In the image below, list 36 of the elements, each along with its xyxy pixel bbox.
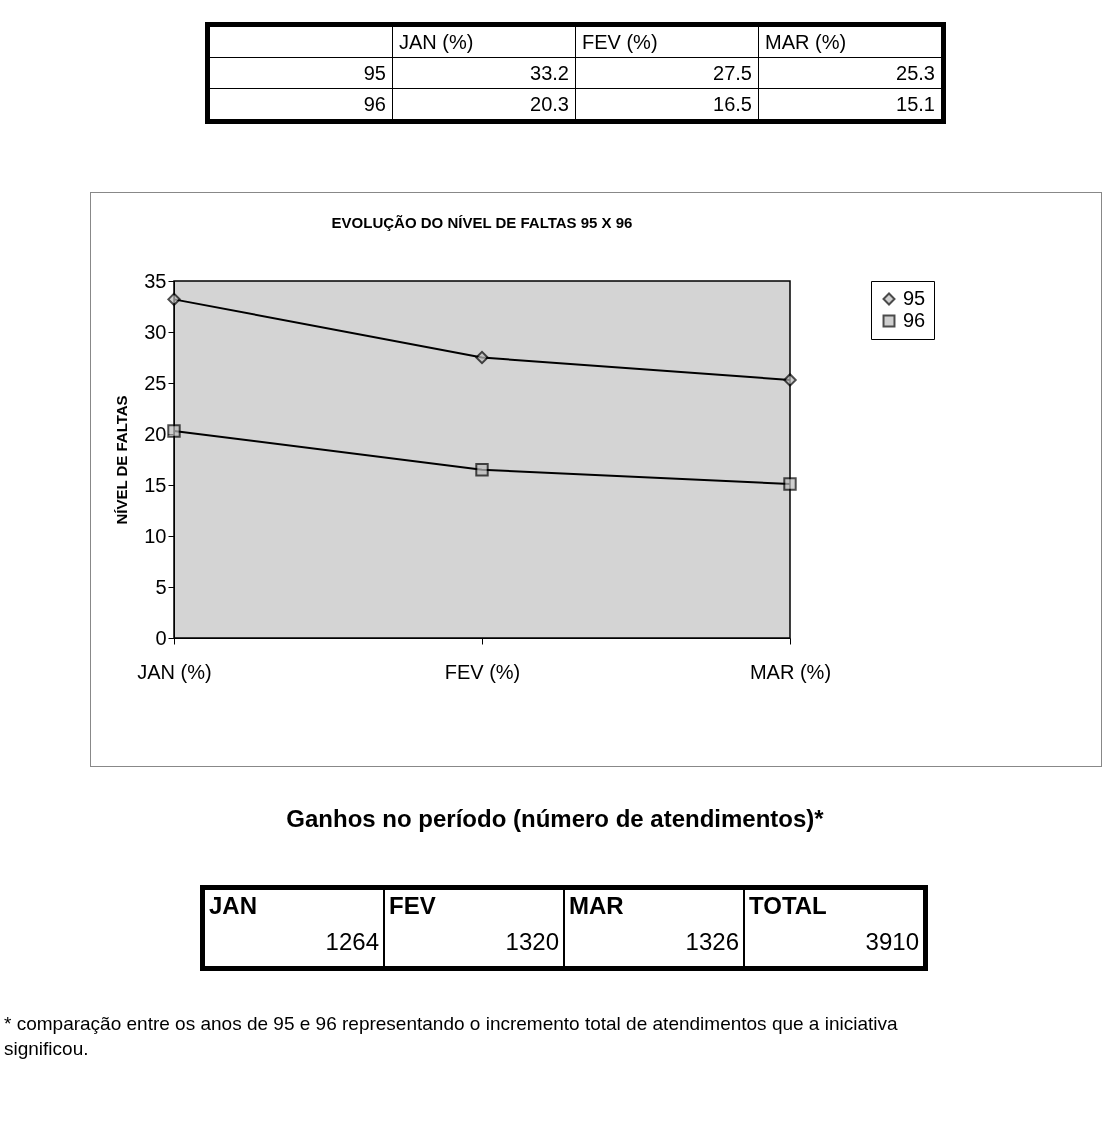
category-label: MAR (%): [765, 30, 847, 53]
text: FEV: [389, 892, 437, 920]
text: 96: [363, 92, 386, 115]
category-label: FEV (%): [582, 30, 658, 53]
y-tick-label: 10: [144, 524, 167, 547]
text: 1264: [324, 928, 379, 956]
text: 20.3: [392, 88, 576, 122]
x-tick-label: JAN (%): [137, 660, 212, 683]
text: Ganhos no período (número de atendimentos)*: [285, 805, 825, 833]
legend-label: 96: [903, 309, 926, 331]
x-tick-label: MAR (%): [749, 660, 832, 683]
y-tick-label: 5: [155, 575, 167, 598]
text: 27.5: [575, 57, 759, 89]
text: 1320: [504, 928, 559, 956]
text: * comparação entre os anos de 95 e 96 representando o incremento total de atendimentos que a iniciativa significou.: [4, 1012, 899, 1061]
chart-title: EVOLUÇÃO DO NÍVEL DE FALTAS 95 X 96: [331, 214, 633, 231]
text: 25.3: [758, 57, 944, 89]
y-tick-label: 20: [144, 422, 167, 445]
y-tick-label: 15: [144, 473, 167, 496]
text: TOTAL: [749, 892, 828, 920]
text: JAN: [209, 892, 258, 920]
legend-label: 95: [903, 287, 926, 309]
text: 3910: [864, 928, 919, 956]
y-tick-label: 25: [144, 371, 167, 394]
y-tick-label: 0: [155, 626, 167, 649]
text: 95: [363, 61, 386, 84]
text: 16.5: [575, 88, 759, 122]
text: 15.1: [758, 88, 944, 122]
text: MAR: [569, 892, 625, 920]
y-tick-label: 30: [144, 320, 167, 343]
y-tick-label: 35: [144, 269, 167, 292]
text: 1326: [684, 928, 739, 956]
x-tick-label: FEV (%): [444, 660, 521, 683]
text: 33.2: [392, 57, 576, 89]
category-label: JAN (%): [399, 30, 474, 53]
y-axis-title: NÍVEL DE FALTAS: [113, 395, 131, 525]
